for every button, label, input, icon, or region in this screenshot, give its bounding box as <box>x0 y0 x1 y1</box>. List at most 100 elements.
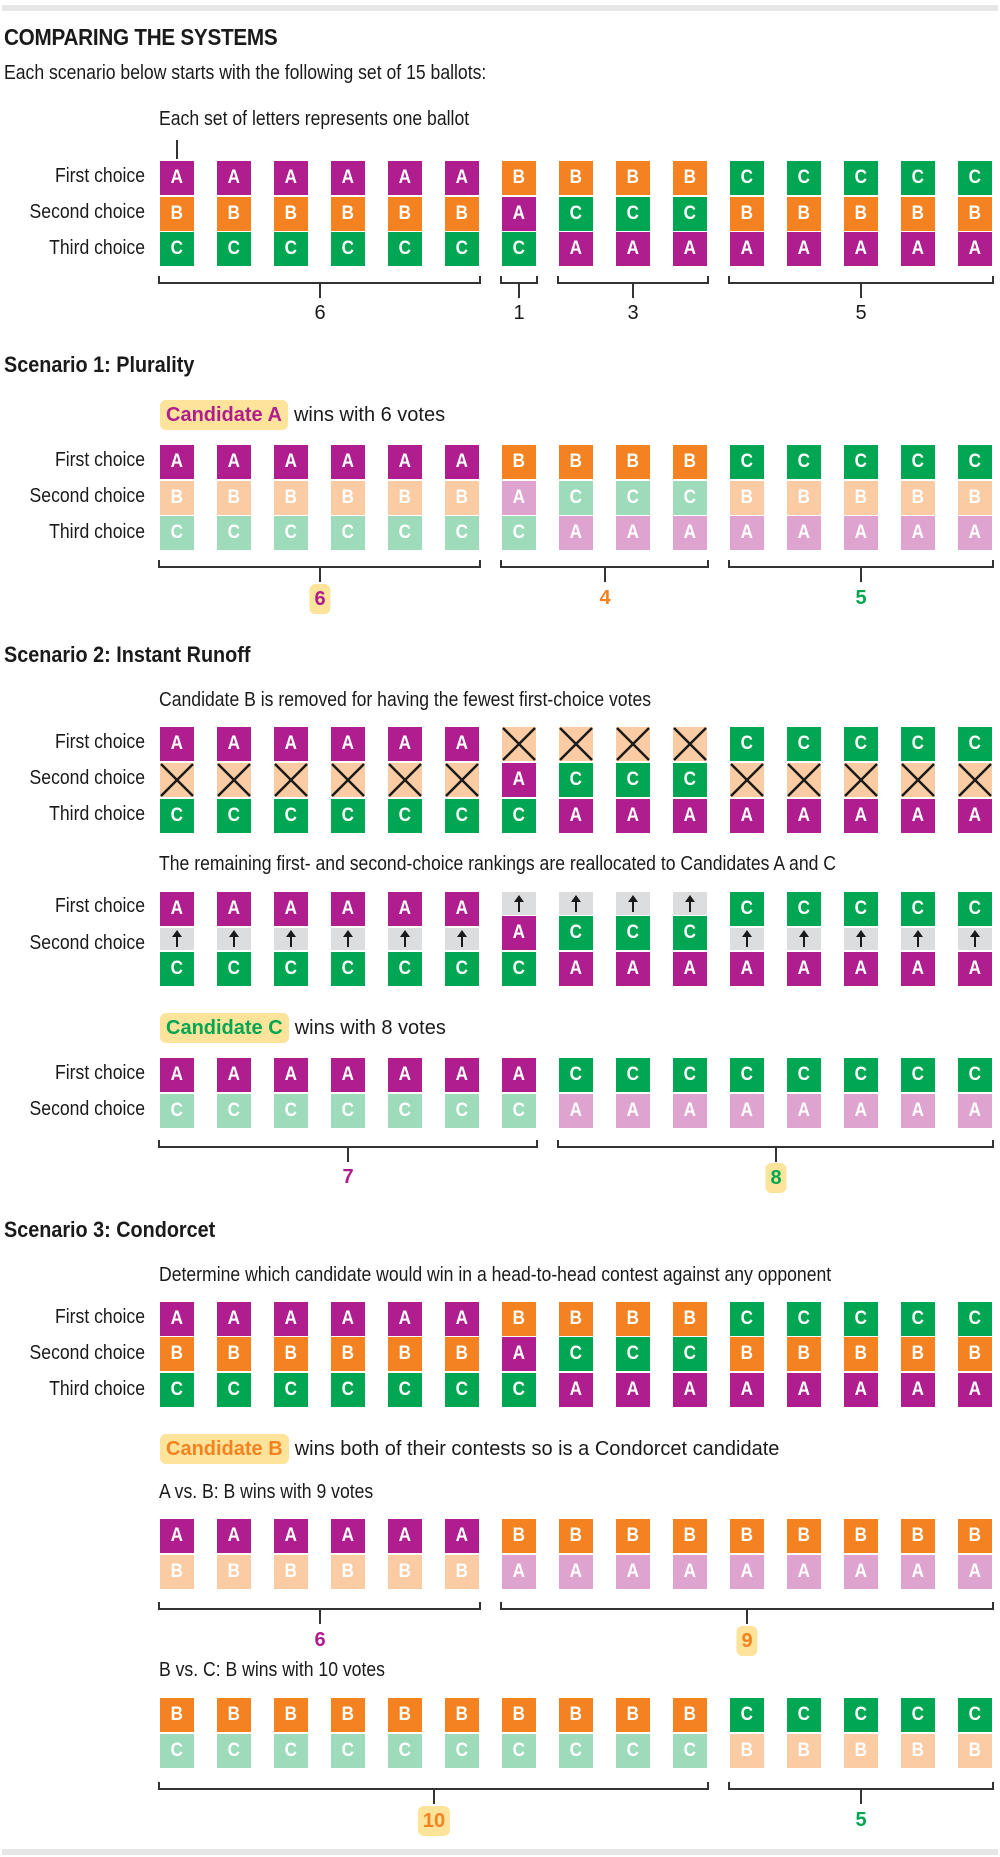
choice-A: A <box>388 1302 422 1336</box>
group-bracket <box>500 1602 994 1610</box>
choice-C: C <box>616 916 650 950</box>
choice-C: C <box>844 161 878 195</box>
choice-C: C <box>730 892 764 926</box>
group-bracket <box>557 276 709 284</box>
choice-C: C <box>901 1698 935 1732</box>
choice-C: C <box>673 1337 707 1371</box>
choice-C: C <box>787 892 821 926</box>
choice-B: B <box>331 197 365 231</box>
choice-B: B <box>445 481 479 515</box>
choice-A: A <box>502 763 536 797</box>
arrow-up-icon <box>742 930 752 947</box>
choice-B: B <box>160 1337 194 1371</box>
vote-count: 3 <box>627 302 639 324</box>
arrow-up-icon <box>799 930 809 947</box>
choice-C: C <box>958 1698 992 1732</box>
vote-count: 1 <box>513 302 525 324</box>
choice-B: B <box>388 481 422 515</box>
choice-C: C <box>217 516 251 550</box>
eliminated-choice-B <box>217 763 251 797</box>
choice-A: A <box>217 892 251 926</box>
arrow-up-icon <box>970 930 980 947</box>
reallocation-cell <box>901 928 935 950</box>
choice-B: B <box>730 1519 764 1553</box>
choice-A: A <box>331 892 365 926</box>
choice-A: A <box>559 799 593 833</box>
choice-C: C <box>160 1373 194 1407</box>
choice-B: B <box>160 1698 194 1732</box>
choice-A: A <box>559 1094 593 1128</box>
choice-C: C <box>274 516 308 550</box>
row-label-first: First choice <box>55 165 145 187</box>
choice-A: A <box>445 892 479 926</box>
choice-A: A <box>673 516 707 550</box>
group-bracket <box>158 276 481 284</box>
reallocation-cell <box>673 892 707 915</box>
choice-B: B <box>730 481 764 515</box>
bottom-rule <box>2 1849 998 1855</box>
choice-A: A <box>445 1058 479 1092</box>
choice-C: C <box>331 1734 365 1768</box>
choice-A: A <box>274 1302 308 1336</box>
arrow-up-icon <box>571 894 581 912</box>
choice-C: C <box>388 232 422 266</box>
choice-A: A <box>901 1373 935 1407</box>
choice-B: B <box>844 1519 878 1553</box>
choice-A: A <box>958 1373 992 1407</box>
choice-C: C <box>388 516 422 550</box>
choice-C: C <box>445 516 479 550</box>
choice-C: C <box>445 952 479 986</box>
reallocation-cell <box>274 928 308 950</box>
choice-C: C <box>844 892 878 926</box>
cross-icon <box>388 763 422 797</box>
choice-B: B <box>160 481 194 515</box>
choice-B: B <box>274 1555 308 1589</box>
choice-A: A <box>787 1094 821 1128</box>
scenario2-heading: Scenario 2: Instant Runoff <box>4 642 251 667</box>
cross-icon <box>160 763 194 797</box>
choice-B: B <box>331 1698 365 1732</box>
scenario2-step1-caption: Candidate B is removed for having the fe… <box>159 689 652 711</box>
choice-A: A <box>274 445 308 479</box>
choice-C: C <box>730 161 764 195</box>
cross-icon <box>331 763 365 797</box>
choice-C: C <box>217 1373 251 1407</box>
choice-B: B <box>388 1698 422 1732</box>
choice-A: A <box>274 1058 308 1092</box>
choice-B: B <box>901 197 935 231</box>
choice-B: B <box>274 1698 308 1732</box>
choice-C: C <box>730 1058 764 1092</box>
cross-icon <box>958 763 992 797</box>
choice-B: B <box>274 1337 308 1371</box>
choice-C: C <box>958 727 992 761</box>
choice-C: C <box>331 1094 365 1128</box>
choice-C: C <box>160 799 194 833</box>
group-bracket <box>557 1140 994 1148</box>
choice-C: C <box>502 1373 536 1407</box>
choice-C: C <box>559 197 593 231</box>
choice-B: B <box>616 1698 650 1732</box>
choice-A: A <box>274 1519 308 1553</box>
choice-A: A <box>958 952 992 986</box>
choice-C: C <box>274 1734 308 1768</box>
arrow-up-icon <box>457 930 467 947</box>
scenario1-winner: Candidate A wins with 6 votes <box>160 400 445 430</box>
choice-C: C <box>958 1058 992 1092</box>
group-bracket <box>158 1782 709 1790</box>
eliminated-choice-B <box>388 763 422 797</box>
choice-A: A <box>445 1519 479 1553</box>
cross-icon <box>217 763 251 797</box>
choice-A: A <box>331 1519 365 1553</box>
choice-B: B <box>445 1337 479 1371</box>
bracket-tick <box>860 1790 862 1804</box>
choice-A: A <box>217 1302 251 1336</box>
choice-C: C <box>160 1734 194 1768</box>
choice-A: A <box>787 799 821 833</box>
choice-C: C <box>901 892 935 926</box>
choice-C: C <box>901 1058 935 1092</box>
choice-C: C <box>388 799 422 833</box>
choice-B: B <box>673 445 707 479</box>
winner-badge: Candidate C <box>160 1013 289 1043</box>
choice-A: A <box>217 1519 251 1553</box>
choice-C: C <box>559 1058 593 1092</box>
